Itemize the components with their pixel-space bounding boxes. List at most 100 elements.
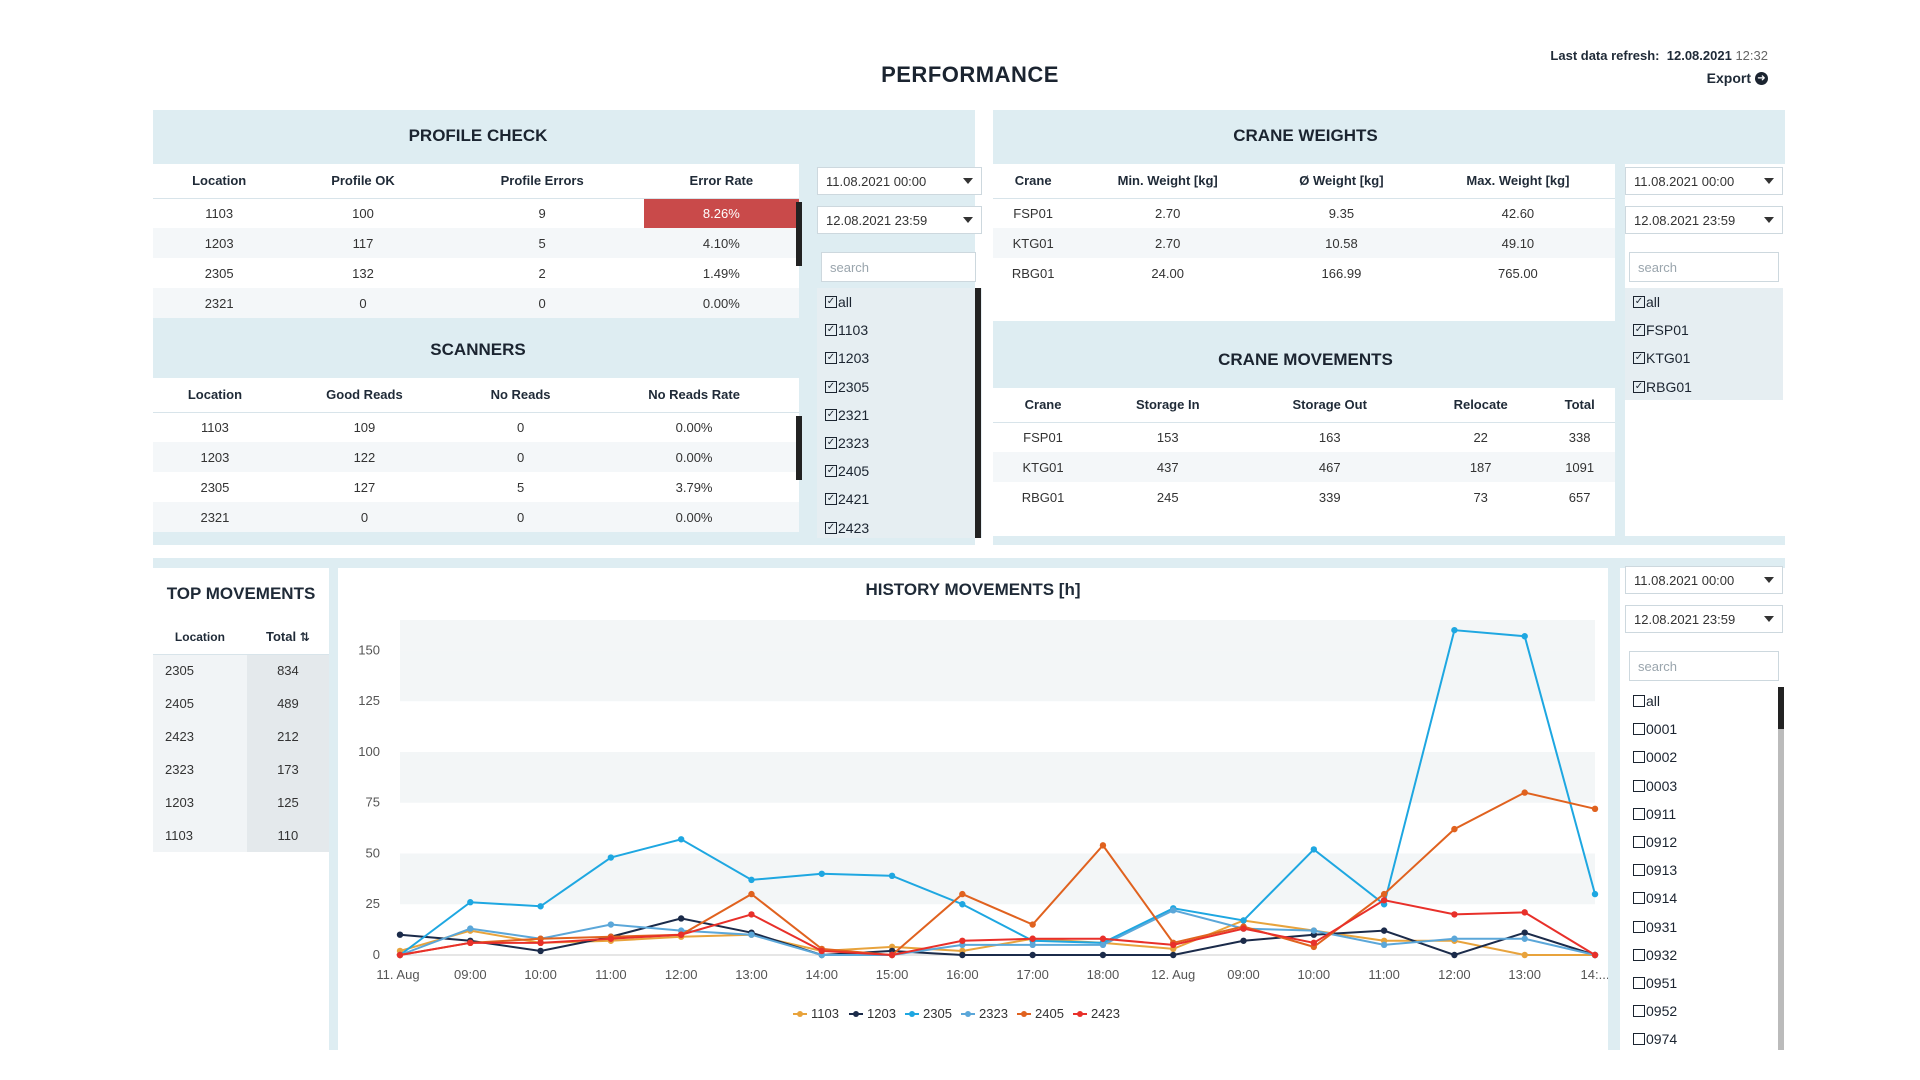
data-point[interactable] (1591, 890, 1599, 898)
data-point[interactable] (1521, 909, 1528, 916)
data-point[interactable] (1591, 951, 1599, 959)
filter-item[interactable]: 0001 (1633, 715, 1677, 743)
data-point[interactable] (1029, 951, 1036, 959)
data-point[interactable] (467, 939, 474, 947)
filter-item[interactable]: ✓ FSP01 (1633, 316, 1692, 344)
data-point[interactable] (396, 951, 404, 959)
checkbox-checked-icon[interactable]: ✓ (1633, 296, 1645, 309)
checkbox-icon[interactable] (1633, 751, 1645, 764)
filter-item[interactable]: ✓ 2405 (825, 457, 869, 485)
checkbox-checked-icon[interactable]: ✓ (825, 296, 837, 309)
data-point[interactable] (1240, 917, 1247, 924)
column-header[interactable]: Crane (993, 388, 1094, 423)
checkbox-icon[interactable] (1633, 779, 1645, 792)
filter-item[interactable]: 0952 (1633, 997, 1677, 1025)
data-point[interactable] (677, 836, 685, 843)
checkbox-checked-icon[interactable]: ✓ (1633, 352, 1645, 365)
data-point[interactable] (1451, 825, 1458, 833)
column-header[interactable]: No Reads (452, 378, 590, 413)
data-point[interactable] (748, 911, 755, 918)
data-point[interactable] (1240, 925, 1247, 932)
filter-item[interactable]: ✓ 2323 (825, 429, 869, 457)
data-point[interactable] (959, 901, 966, 908)
data-point[interactable] (1310, 939, 1318, 947)
history-date-from-dropdown[interactable]: 11.08.2021 00:00 (1625, 566, 1783, 594)
column-header[interactable]: Total (1544, 388, 1615, 423)
column-header[interactable]: Good Reads (276, 378, 452, 413)
data-point[interactable] (607, 921, 615, 928)
checkbox-icon[interactable] (1633, 836, 1645, 849)
column-header[interactable]: Ø Weight [kg] (1262, 164, 1421, 199)
crane-date-from-dropdown[interactable]: 11.08.2021 00:00 (1625, 167, 1783, 195)
history-date-to-dropdown[interactable]: 12.08.2021 23:59 (1625, 605, 1783, 633)
filter-item[interactable]: 0911 (1633, 800, 1677, 828)
data-point[interactable] (1451, 626, 1458, 634)
sort-icon[interactable]: ⇅ (299, 630, 310, 645)
filter-item[interactable]: 0914 (1633, 884, 1677, 912)
data-point[interactable] (396, 931, 404, 938)
filter-item[interactable]: ✓ KTG01 (1633, 344, 1692, 372)
data-point[interactable] (959, 951, 966, 959)
data-point[interactable] (748, 876, 755, 884)
data-point[interactable] (1240, 937, 1247, 944)
filter-item[interactable]: ✓ all (825, 288, 869, 316)
filter-item[interactable]: ✓ 2321 (825, 401, 869, 429)
data-point[interactable] (1380, 941, 1388, 949)
data-point[interactable] (1451, 935, 1458, 942)
filter-item[interactable]: 0912 (1633, 828, 1677, 856)
history-search-input[interactable]: search (1629, 651, 1779, 681)
data-point[interactable] (888, 951, 896, 959)
data-point[interactable] (1029, 935, 1036, 942)
legend-label[interactable]: 2405 (1035, 1006, 1064, 1021)
filter-item[interactable]: 0932 (1633, 941, 1677, 969)
checkbox-icon[interactable] (1633, 864, 1645, 877)
legend-label[interactable]: 1103 (811, 1006, 839, 1021)
data-point[interactable] (818, 870, 825, 877)
data-point[interactable] (748, 890, 755, 898)
data-point[interactable] (1029, 941, 1036, 949)
filter-item[interactable]: ✓ 2305 (825, 373, 869, 401)
data-point[interactable] (537, 903, 544, 910)
data-point[interactable] (1029, 921, 1036, 928)
data-point[interactable] (1521, 951, 1528, 959)
checkbox-checked-icon[interactable]: ✓ (825, 408, 837, 421)
location-search-input[interactable]: search (821, 252, 976, 282)
data-point[interactable] (1099, 951, 1107, 959)
legend-label[interactable]: 2323 (979, 1006, 1008, 1021)
filter-item[interactable]: 0951 (1633, 969, 1677, 997)
checkbox-checked-icon[interactable]: ✓ (825, 493, 837, 506)
data-point[interactable] (748, 931, 755, 938)
column-header[interactable]: Location (153, 164, 286, 199)
checkbox-checked-icon[interactable]: ✓ (825, 324, 837, 337)
profile-check-scrollbar[interactable] (796, 202, 802, 266)
checkbox-icon[interactable] (1633, 1033, 1645, 1046)
checkbox-icon[interactable] (1633, 695, 1645, 708)
data-point[interactable] (607, 854, 615, 861)
column-header[interactable]: Crane (993, 164, 1074, 199)
column-header[interactable]: Profile OK (285, 164, 441, 199)
data-point[interactable] (959, 890, 966, 898)
filter-item[interactable]: ✓ 2421 (825, 485, 869, 513)
legend-label[interactable]: 2423 (1091, 1006, 1120, 1021)
date-to-dropdown[interactable]: 12.08.2021 23:59 (817, 206, 982, 234)
filter-item[interactable]: ✓ 1103 (825, 316, 869, 344)
legend-label[interactable]: 2305 (923, 1006, 952, 1021)
checkbox-icon[interactable] (1633, 976, 1645, 989)
data-point[interactable] (467, 899, 474, 906)
filter-item[interactable]: ✓ 1203 (825, 344, 869, 372)
data-point[interactable] (1099, 941, 1107, 949)
filter-item[interactable]: ✓ all (1633, 288, 1692, 316)
history-filter-scrollbar[interactable] (1778, 687, 1784, 729)
checkbox-icon[interactable] (1633, 723, 1645, 736)
crane-search-input[interactable]: search (1629, 252, 1779, 282)
filter-item[interactable]: 0913 (1633, 856, 1677, 884)
checkbox-checked-icon[interactable]: ✓ (825, 437, 837, 450)
data-point[interactable] (818, 947, 825, 955)
data-point[interactable] (467, 925, 474, 932)
col-location[interactable]: Location (153, 620, 247, 655)
column-header[interactable]: Min. Weight [kg] (1073, 164, 1263, 199)
data-point[interactable] (1099, 935, 1107, 942)
data-point[interactable] (677, 915, 685, 922)
crane-date-to-dropdown[interactable]: 12.08.2021 23:59 (1625, 206, 1783, 234)
filter-item[interactable]: ✓ RBG01 (1633, 373, 1692, 401)
